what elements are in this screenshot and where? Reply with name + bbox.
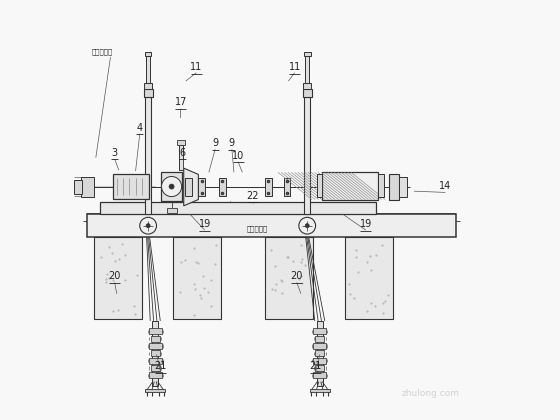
Bar xyxy=(315,350,324,356)
Text: 3: 3 xyxy=(111,148,118,158)
Bar xyxy=(143,89,153,97)
Bar xyxy=(179,145,183,170)
Bar xyxy=(284,178,291,196)
Text: 21: 21 xyxy=(309,361,322,371)
Circle shape xyxy=(169,184,174,189)
Circle shape xyxy=(140,217,156,234)
Circle shape xyxy=(161,176,181,197)
Bar xyxy=(145,52,152,56)
Bar xyxy=(322,172,379,200)
Bar xyxy=(152,321,158,386)
Text: 11: 11 xyxy=(288,62,301,72)
Bar xyxy=(220,178,226,196)
Text: 21: 21 xyxy=(155,361,167,371)
Bar xyxy=(304,83,311,89)
Bar xyxy=(304,97,310,214)
Text: 9: 9 xyxy=(229,138,235,148)
Bar xyxy=(100,202,376,214)
Bar xyxy=(151,336,160,341)
Bar xyxy=(265,178,272,196)
Bar xyxy=(149,358,161,364)
Bar xyxy=(87,214,456,237)
Bar xyxy=(322,172,379,200)
Polygon shape xyxy=(184,168,198,206)
Text: 19: 19 xyxy=(360,219,372,229)
Bar xyxy=(198,178,204,196)
Bar xyxy=(304,52,311,56)
Bar xyxy=(317,174,322,197)
Text: 22: 22 xyxy=(246,191,259,201)
Bar xyxy=(145,389,165,392)
Bar xyxy=(151,350,160,356)
Bar xyxy=(345,237,393,319)
Bar xyxy=(161,172,183,201)
Bar xyxy=(173,237,221,319)
Bar xyxy=(379,174,384,197)
Circle shape xyxy=(305,223,309,228)
Bar xyxy=(81,177,94,197)
Bar xyxy=(149,343,161,349)
Bar xyxy=(149,328,161,334)
Text: 工作水高程: 工作水高程 xyxy=(246,226,268,232)
Bar xyxy=(113,174,150,199)
Bar xyxy=(145,97,151,214)
Bar xyxy=(315,365,324,371)
Text: 9: 9 xyxy=(212,138,218,148)
Text: 11: 11 xyxy=(190,62,202,72)
Bar xyxy=(317,321,323,386)
Bar xyxy=(265,237,314,319)
Bar xyxy=(314,358,326,364)
Bar xyxy=(315,336,324,341)
Bar xyxy=(166,208,176,213)
Bar xyxy=(310,389,330,392)
Bar xyxy=(185,178,192,196)
Bar xyxy=(314,373,326,378)
Text: 14: 14 xyxy=(439,181,451,191)
Bar xyxy=(314,328,326,334)
Bar xyxy=(151,365,160,371)
Bar xyxy=(177,140,185,145)
Bar xyxy=(146,56,150,83)
Circle shape xyxy=(146,223,150,228)
Bar xyxy=(144,83,152,89)
Bar xyxy=(314,343,326,349)
Text: 螺杆启闭机: 螺杆启闭机 xyxy=(91,48,113,55)
Bar xyxy=(399,176,407,197)
Text: 6: 6 xyxy=(180,148,186,158)
Text: 19: 19 xyxy=(199,219,211,229)
Bar xyxy=(94,237,142,319)
Text: 17: 17 xyxy=(175,97,187,108)
Text: 20: 20 xyxy=(109,271,121,281)
Bar xyxy=(305,56,309,83)
Text: 4: 4 xyxy=(137,123,143,133)
Text: 10: 10 xyxy=(232,151,244,160)
Text: 20: 20 xyxy=(291,271,303,281)
Bar xyxy=(302,89,312,97)
Bar xyxy=(149,373,161,378)
Bar xyxy=(389,173,399,200)
Circle shape xyxy=(299,217,316,234)
Bar xyxy=(74,180,82,194)
Text: zhulong.com: zhulong.com xyxy=(402,389,460,399)
